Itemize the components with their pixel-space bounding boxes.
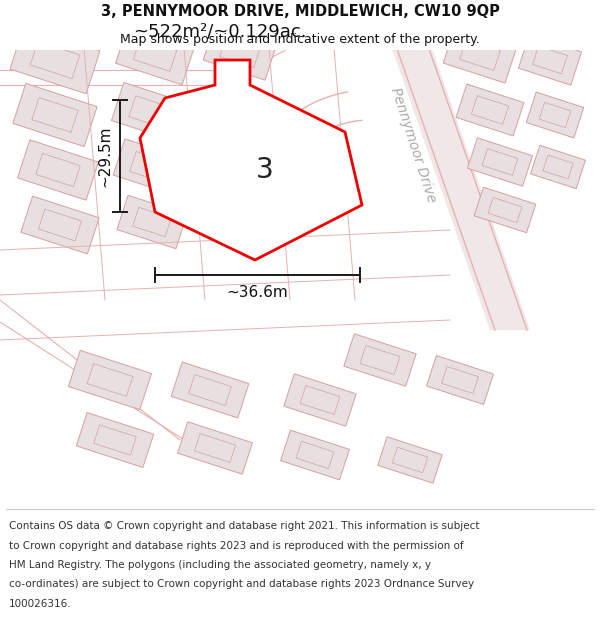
Polygon shape — [116, 25, 194, 85]
Polygon shape — [133, 39, 177, 71]
Polygon shape — [442, 366, 478, 394]
Polygon shape — [13, 84, 97, 146]
Text: Pennymoor Drive: Pennymoor Drive — [388, 86, 438, 204]
Polygon shape — [94, 425, 136, 455]
Polygon shape — [375, 0, 530, 330]
Polygon shape — [533, 46, 568, 74]
Polygon shape — [300, 386, 340, 414]
Polygon shape — [360, 346, 400, 374]
Text: ~36.6m: ~36.6m — [227, 285, 289, 300]
Polygon shape — [472, 96, 509, 124]
Polygon shape — [474, 188, 536, 232]
Polygon shape — [539, 102, 571, 127]
Polygon shape — [130, 151, 170, 182]
Polygon shape — [117, 195, 187, 249]
Polygon shape — [220, 36, 260, 68]
Polygon shape — [68, 351, 152, 409]
Polygon shape — [488, 198, 522, 222]
Polygon shape — [36, 153, 80, 187]
Polygon shape — [140, 60, 362, 260]
Text: ~522m²/~0.129ac.: ~522m²/~0.129ac. — [133, 22, 307, 40]
Polygon shape — [194, 434, 236, 462]
Polygon shape — [32, 98, 78, 132]
Polygon shape — [178, 422, 253, 474]
Polygon shape — [188, 374, 232, 406]
Polygon shape — [530, 146, 586, 189]
Polygon shape — [482, 149, 518, 175]
Polygon shape — [76, 412, 154, 468]
Polygon shape — [467, 138, 533, 186]
Polygon shape — [543, 155, 573, 179]
Text: HM Land Registry. The polygons (including the associated geometry, namely x, y: HM Land Registry. The polygons (includin… — [9, 560, 431, 570]
Polygon shape — [526, 92, 584, 138]
Text: 3: 3 — [256, 156, 274, 184]
Polygon shape — [456, 84, 524, 136]
Text: Contains OS data © Crown copyright and database right 2021. This information is : Contains OS data © Crown copyright and d… — [9, 521, 479, 531]
Text: co-ordinates) are subject to Crown copyright and database rights 2023 Ordnance S: co-ordinates) are subject to Crown copyr… — [9, 579, 474, 589]
Text: Map shows position and indicative extent of the property.: Map shows position and indicative extent… — [120, 32, 480, 46]
Polygon shape — [460, 39, 500, 71]
Polygon shape — [518, 35, 581, 85]
Polygon shape — [203, 24, 277, 80]
Polygon shape — [38, 209, 82, 241]
Polygon shape — [443, 27, 517, 83]
Polygon shape — [133, 208, 171, 237]
Polygon shape — [87, 364, 133, 396]
Polygon shape — [296, 441, 334, 469]
Text: 100026316.: 100026316. — [9, 599, 71, 609]
Polygon shape — [129, 96, 171, 128]
Text: 3, PENNYMOOR DRIVE, MIDDLEWICH, CW10 9QP: 3, PENNYMOOR DRIVE, MIDDLEWICH, CW10 9QP — [101, 4, 499, 19]
Polygon shape — [17, 140, 98, 200]
Polygon shape — [30, 41, 80, 79]
Polygon shape — [10, 26, 100, 94]
Polygon shape — [113, 139, 187, 195]
Polygon shape — [21, 196, 99, 254]
Polygon shape — [392, 448, 428, 472]
Text: ~29.5m: ~29.5m — [97, 125, 112, 187]
Text: to Crown copyright and database rights 2023 and is reproduced with the permissio: to Crown copyright and database rights 2… — [9, 541, 464, 551]
Polygon shape — [344, 334, 416, 386]
Polygon shape — [427, 356, 493, 404]
Polygon shape — [171, 362, 249, 418]
Polygon shape — [284, 374, 356, 426]
Polygon shape — [281, 430, 349, 480]
Polygon shape — [112, 82, 188, 141]
Polygon shape — [378, 437, 442, 483]
